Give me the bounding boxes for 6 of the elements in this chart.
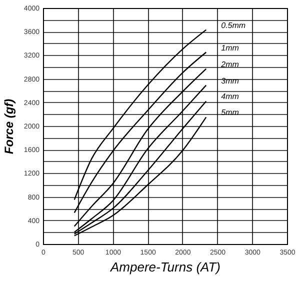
series-label: 1mm — [221, 43, 240, 52]
series-label: 4mm — [221, 92, 240, 102]
x-axis-title: Ampere-Turns (AT) — [109, 260, 221, 274]
series-label: 2mm — [220, 60, 240, 69]
series-label: 0.5mm — [221, 20, 246, 30]
y-axis-title: Force (gf) — [2, 98, 16, 154]
